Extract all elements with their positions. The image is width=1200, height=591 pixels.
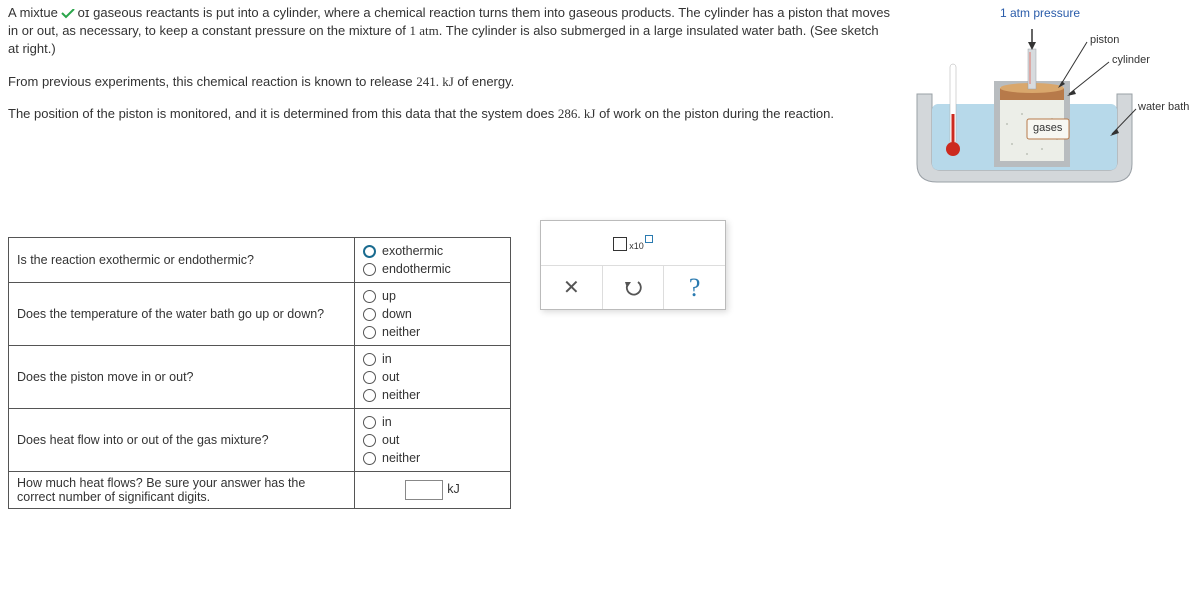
p3-b: of work on the piston during the reactio… — [595, 106, 833, 121]
q3-opt-2: neither — [382, 388, 420, 402]
tool-panel: x10 ✕ ? — [540, 220, 726, 310]
p1-a: A mixtu — [8, 5, 51, 20]
p1-of: ᴏ — [78, 5, 85, 20]
check-icon — [61, 9, 75, 19]
undo-icon — [622, 278, 644, 298]
q5-unit: kJ — [447, 482, 460, 496]
tool-help-button[interactable]: ? — [663, 266, 725, 309]
x10-label: x10 — [629, 241, 644, 251]
close-icon: ✕ — [563, 275, 580, 300]
work-value: 286. kJ — [558, 106, 596, 121]
q5-prompt: How much heat flows? Be sure your answer… — [9, 472, 355, 509]
tool-clear-button[interactable]: ✕ — [541, 266, 602, 309]
q3-prompt: Does the piston move in or out? — [9, 346, 355, 409]
label-cylinder: cylinder — [1112, 54, 1150, 66]
box-outline-icon — [613, 237, 627, 251]
q2-radio-up[interactable] — [363, 290, 376, 303]
pressure-unit: atm — [416, 23, 439, 38]
q1-prompt: Is the reaction exothermic or endothermi… — [9, 238, 355, 283]
energy-value: 241. kJ — [416, 74, 454, 89]
questions-table: Is the reaction exothermic or endothermi… — [8, 237, 511, 509]
p1-b: e — [51, 5, 62, 20]
label-waterbath: water bath — [1138, 101, 1189, 113]
superscript-box-icon — [645, 235, 653, 243]
q2-opt-2: neither — [382, 325, 420, 339]
q1-radio-endothermic[interactable] — [363, 263, 376, 276]
q2-opt-1: down — [382, 307, 412, 321]
q2-prompt: Does the temperature of the water bath g… — [9, 283, 355, 346]
q2-opt-0: up — [382, 289, 396, 303]
label-gases: gases — [1033, 122, 1062, 134]
q4-opt-1: out — [382, 433, 399, 447]
problem-statement: A mixtu​e ᴏ ɪ gaseous reactants is put i… — [8, 4, 912, 189]
q4-radio-neither[interactable] — [363, 452, 376, 465]
q4-prompt: Does heat flow into or out of the gas mi… — [9, 409, 355, 472]
q1-radio-exothermic[interactable] — [363, 245, 376, 258]
q3-radio-in[interactable] — [363, 353, 376, 366]
q1-opt-0: exothermic — [382, 244, 443, 258]
q3-radio-neither[interactable] — [363, 389, 376, 402]
q4-radio-in[interactable] — [363, 416, 376, 429]
q3-opt-0: in — [382, 352, 392, 366]
tool-undo-button[interactable] — [602, 266, 664, 309]
tool-insert-box[interactable]: x10 — [541, 221, 725, 265]
q1-opt-1: endothermic — [382, 262, 451, 276]
label-piston: piston — [1090, 34, 1119, 46]
p3-a: The position of the piston is monitored,… — [8, 106, 558, 121]
q2-radio-neither[interactable] — [363, 326, 376, 339]
q4-opt-2: neither — [382, 451, 420, 465]
q3-radio-out[interactable] — [363, 371, 376, 384]
q3-opt-1: out — [382, 370, 399, 384]
q4-radio-out[interactable] — [363, 434, 376, 447]
q4-opt-0: in — [382, 415, 392, 429]
apparatus-diagram: 1 atm pressure piston cylinder water bat… — [912, 4, 1192, 189]
q5-answer-input[interactable] — [405, 480, 443, 500]
p2-a: From previous experiments, this chemical… — [8, 74, 416, 89]
help-icon: ? — [689, 273, 701, 303]
q2-radio-down[interactable] — [363, 308, 376, 321]
p2-b: of energy. — [454, 74, 514, 89]
label-pressure: 1 atm pressure — [1000, 6, 1080, 20]
